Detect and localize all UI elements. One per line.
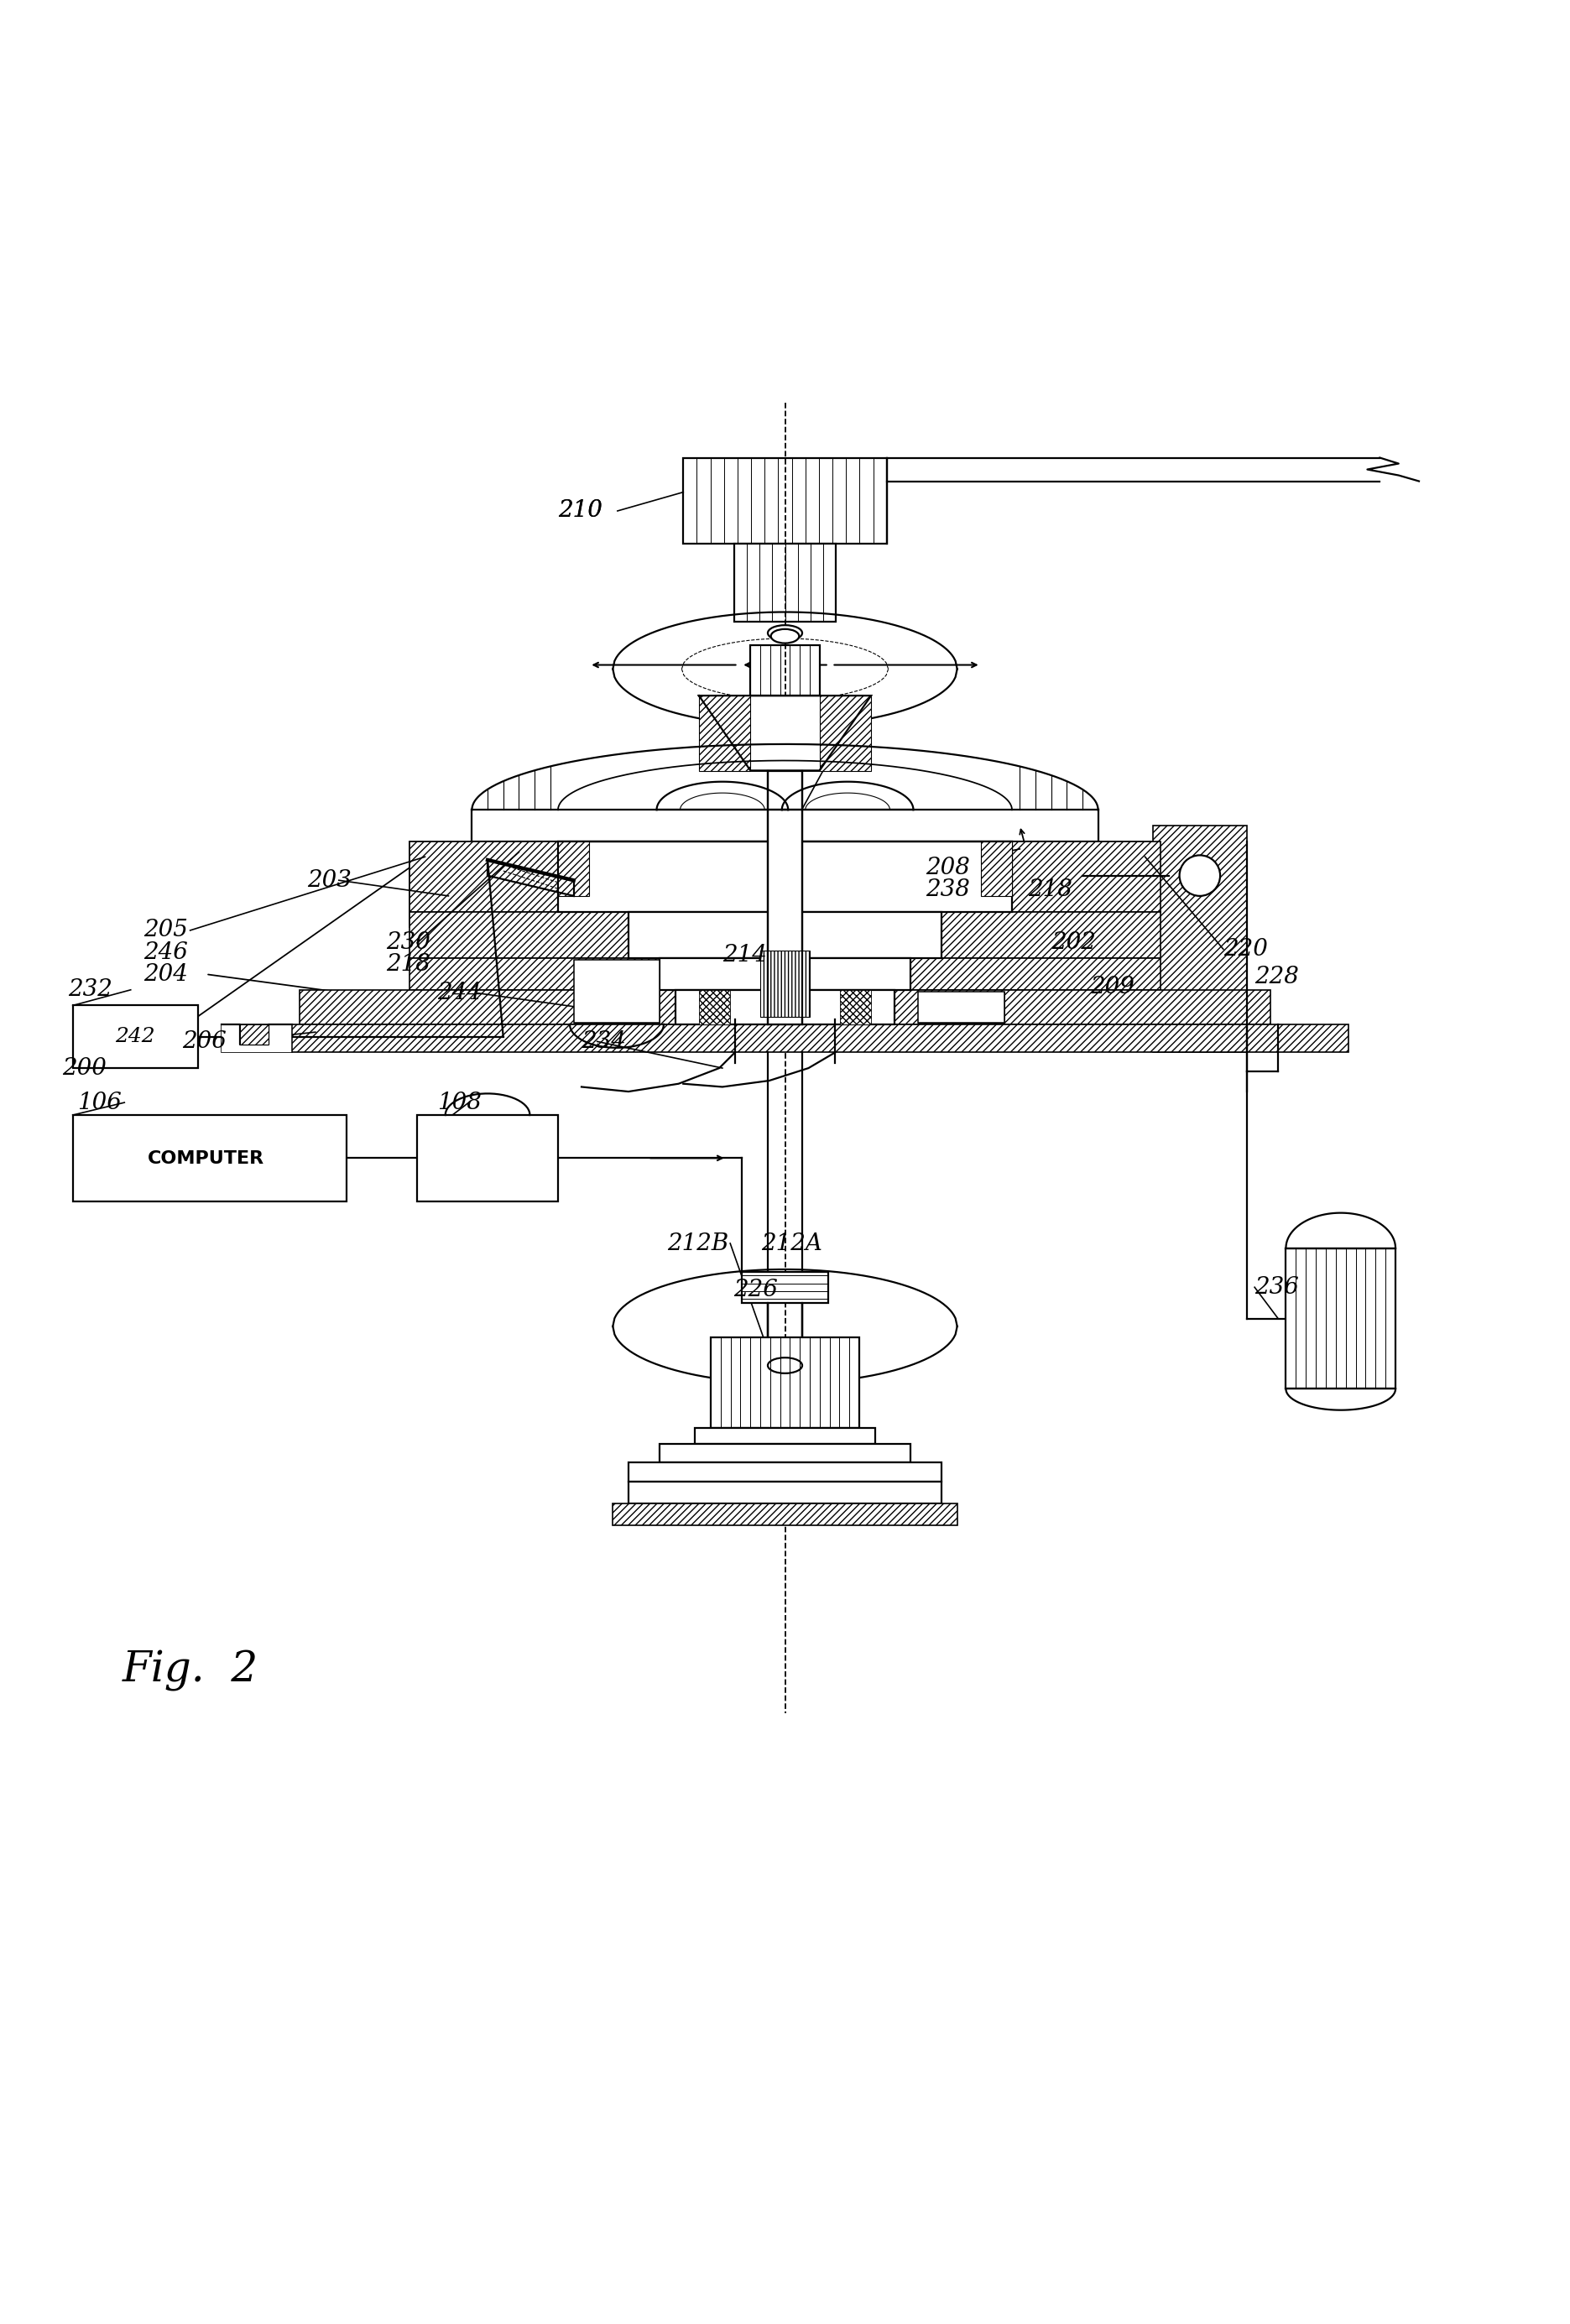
Circle shape <box>1179 855 1220 897</box>
Bar <box>840 990 871 1025</box>
Text: 210: 210 <box>557 500 603 523</box>
Bar <box>221 1025 292 1053</box>
Bar <box>300 990 1270 1025</box>
Bar <box>735 544 835 623</box>
Bar <box>221 1025 1349 1053</box>
Text: 218: 218 <box>386 953 430 976</box>
Bar <box>418 1116 557 1202</box>
Bar <box>981 841 1013 897</box>
Text: COMPUTER: COMPUTER <box>148 1150 264 1167</box>
Text: 208: 208 <box>926 858 970 878</box>
Bar <box>820 695 871 772</box>
Bar <box>628 1462 942 1480</box>
Bar <box>683 458 887 544</box>
Text: 106: 106 <box>77 1092 122 1113</box>
Bar <box>240 1025 268 1043</box>
Polygon shape <box>699 695 871 772</box>
Bar <box>711 1336 859 1427</box>
Ellipse shape <box>771 630 799 644</box>
Bar <box>743 1271 827 1304</box>
Text: 200: 200 <box>61 1057 107 1078</box>
Text: 230: 230 <box>386 932 430 955</box>
Text: 226: 226 <box>733 1278 777 1301</box>
Bar <box>1082 841 1160 927</box>
Text: 205: 205 <box>143 918 187 941</box>
Bar <box>768 772 802 1025</box>
Bar <box>659 957 911 990</box>
Text: 212A: 212A <box>761 1232 823 1255</box>
Bar <box>675 990 895 1025</box>
Text: 218: 218 <box>1028 878 1072 902</box>
Text: 206: 206 <box>182 1030 226 1053</box>
Text: 246: 246 <box>143 941 187 964</box>
Text: 203: 203 <box>308 869 352 892</box>
Bar <box>410 841 1160 911</box>
Bar <box>699 695 750 772</box>
Bar <box>696 1427 874 1443</box>
Bar <box>72 1116 347 1202</box>
Text: 220: 220 <box>1223 939 1267 960</box>
Ellipse shape <box>768 1357 802 1373</box>
Bar <box>573 960 659 1023</box>
Text: 244: 244 <box>438 981 482 1004</box>
Bar <box>628 1480 942 1504</box>
Bar <box>918 992 1005 1023</box>
Bar <box>760 951 810 1016</box>
Text: 209: 209 <box>1090 976 1135 997</box>
Text: 210: 210 <box>557 500 603 523</box>
Bar <box>410 957 1160 990</box>
Ellipse shape <box>768 625 802 641</box>
Text: 202: 202 <box>1050 932 1096 955</box>
Bar <box>1152 825 1247 1053</box>
Text: 108: 108 <box>438 1092 482 1113</box>
Bar <box>410 841 488 927</box>
Text: Fig.  2: Fig. 2 <box>122 1650 257 1692</box>
Text: 214: 214 <box>722 944 766 967</box>
Bar <box>699 990 730 1025</box>
Bar <box>750 646 820 695</box>
Text: 238: 238 <box>926 878 970 902</box>
Text: 236: 236 <box>1254 1276 1298 1299</box>
Bar <box>410 911 1160 957</box>
Bar <box>573 960 659 1023</box>
Text: 234: 234 <box>581 1030 626 1053</box>
Bar <box>1286 1248 1396 1390</box>
Bar <box>628 911 942 957</box>
Text: 204: 204 <box>143 962 187 985</box>
Bar <box>557 841 1013 911</box>
Text: 228: 228 <box>1254 967 1298 988</box>
Bar <box>659 1443 911 1462</box>
Bar <box>612 1504 958 1525</box>
Text: 212B: 212B <box>667 1232 728 1255</box>
Text: 232: 232 <box>68 978 113 1002</box>
Text: 242: 242 <box>116 1027 155 1046</box>
Bar <box>72 1006 198 1069</box>
Bar <box>557 841 589 897</box>
Bar <box>918 992 1005 1023</box>
